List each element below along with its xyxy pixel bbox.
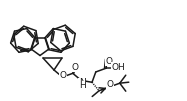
Text: N: N bbox=[79, 78, 86, 87]
Text: H: H bbox=[79, 81, 86, 90]
Text: O: O bbox=[106, 57, 113, 66]
Text: OH: OH bbox=[111, 63, 125, 72]
Text: O: O bbox=[59, 71, 66, 80]
Text: O: O bbox=[71, 63, 78, 72]
Text: O: O bbox=[106, 80, 114, 89]
